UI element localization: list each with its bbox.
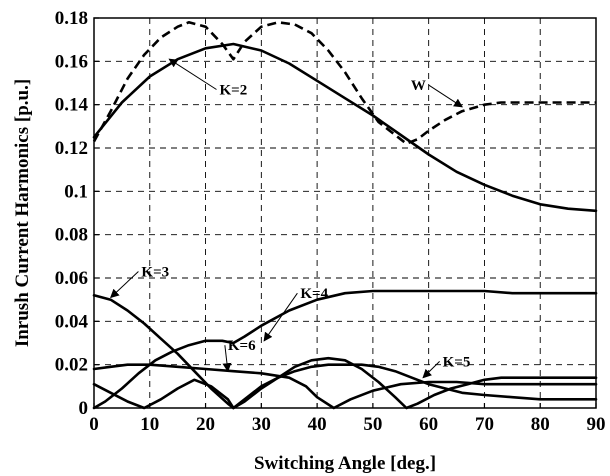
x-tick-label: 90 — [587, 414, 606, 435]
x-tick-label: 60 — [419, 414, 438, 435]
series-line-k-4 — [92, 289, 598, 410]
annotation-arrow — [422, 361, 440, 379]
y-tick-label: 0.08 — [55, 225, 88, 246]
y-tick-label: 0.14 — [55, 95, 89, 116]
annotation-arrow — [222, 345, 232, 373]
annotation-label: K=5 — [443, 354, 471, 370]
x-tick-label: 20 — [196, 414, 215, 435]
x-axis-ticks: 0 10 20 30 40 50 60 70 80 90 — [89, 403, 606, 435]
x-tick-label: 10 — [140, 414, 159, 435]
series-line-w — [92, 20, 596, 145]
annotation-label: K=4 — [300, 286, 328, 302]
y-axis-ticks: 0 0.02 0.04 0.06 0.08 0.1 0.12 0.14 0.16 0.18 — [55, 8, 99, 419]
y-axis-title: Inrush Current Harmonics [p.u.] — [12, 79, 33, 347]
annotation-label: K=6 — [228, 338, 256, 354]
x-tick-label: 40 — [308, 414, 327, 435]
y-tick-label: 0.16 — [55, 51, 88, 72]
x-tick-label: 50 — [363, 414, 382, 435]
annotation-label: K=2 — [220, 83, 248, 99]
plot-background — [94, 18, 596, 408]
x-tick-label: 0 — [89, 414, 99, 435]
y-tick-label: 0.12 — [55, 138, 88, 159]
y-tick-label: 0.04 — [55, 311, 89, 332]
x-tick-label: 80 — [531, 414, 550, 435]
x-tick-label: 70 — [475, 414, 494, 435]
annotation-arrow — [168, 58, 217, 90]
annotation-layer: K=2 W K=3 K=4 K=5 K=6 — [110, 58, 471, 379]
y-tick-label: 0.06 — [55, 268, 88, 289]
grid — [94, 18, 596, 408]
y-tick-label: 0.18 — [55, 8, 88, 29]
annotation-label: K=3 — [141, 265, 169, 281]
annotation-arrow — [263, 292, 298, 342]
plot-frame — [93, 17, 597, 409]
series-line-k-5 — [92, 363, 598, 410]
x-tick-label: 30 — [252, 414, 271, 435]
y-tick-label: 0.1 — [64, 181, 88, 202]
series-line-k-3 — [92, 293, 598, 410]
x-axis-title: Switching Angle [deg.] — [254, 453, 436, 474]
annotation-label: W — [411, 78, 426, 94]
y-tick-label: 0 — [79, 398, 89, 419]
annotation-arrow — [110, 271, 139, 299]
annotation-arrow — [428, 84, 463, 108]
series-line-k-6 — [92, 363, 598, 410]
y-tick-label: 0.02 — [55, 355, 88, 376]
